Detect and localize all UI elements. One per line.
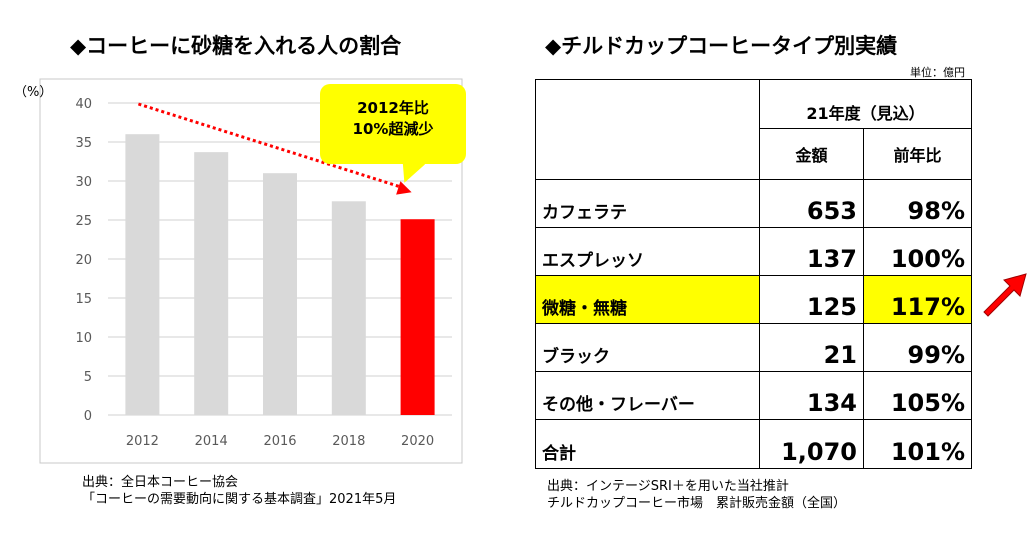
- sugar-ratio-chart: 0 5 10 15 20 25 30 35 40 2012 2014 2016 2018 2020 （%…: [14, 78, 463, 464]
- bar: [400, 219, 435, 415]
- annotation-text: 2012年比 10%超減少: [320, 98, 466, 140]
- bar: [194, 152, 229, 415]
- y-tick-label: 0: [84, 409, 92, 424]
- x-tick-label: 2016: [263, 434, 296, 449]
- trend-line: [137, 102, 403, 189]
- group-header-cell: 21年度（見込）: [759, 79, 972, 129]
- right-source-line-2: チルドカップコーヒー市場 累計販売金額（全国）: [547, 496, 847, 511]
- left-source-line-2: 「コーヒーの需要動向に関する基本調査」2021年5月: [82, 492, 397, 507]
- annotation-line-2: 10%超減少: [352, 120, 434, 138]
- bar: [125, 134, 160, 415]
- annotation-callout: [320, 84, 466, 164]
- y-tick-label: 15: [75, 292, 92, 307]
- row-yoy: 99%: [863, 323, 972, 372]
- row-amount: 137: [759, 227, 864, 276]
- row-yoy: 117%: [863, 275, 972, 324]
- header-empty-cell: [535, 79, 760, 180]
- y-tick-label: 35: [75, 136, 92, 151]
- table-unit-note: 単位：億円: [910, 66, 965, 79]
- col-yoy-header: 前年比: [863, 128, 972, 180]
- sales-table: 21年度（見込） 金額 前年比 カフェラテ 653 98% エスプレッソ 137…: [535, 79, 972, 469]
- table-header-row: 21年度（見込）: [535, 79, 972, 180]
- y-tick-label: 25: [75, 214, 92, 229]
- row-amount: 125: [759, 275, 864, 324]
- y-tick-label: 40: [75, 97, 92, 112]
- bar: [331, 201, 366, 415]
- row-label: カフェラテ: [535, 179, 760, 228]
- x-tick-label: 2020: [401, 434, 434, 449]
- left-source-line-1: 出典：全日本コーヒー協会: [82, 475, 239, 490]
- row-label: その他・フレーバー: [535, 371, 760, 420]
- x-tick-label: 2012: [126, 434, 159, 449]
- right-source-note: 出典：インテージSRI＋を用いた当社推計 チルドカップコーヒー市場 累計販売金額…: [547, 478, 846, 512]
- row-yoy: 98%: [863, 179, 972, 228]
- right-source-line-1: 出典：インテージSRI＋を用いた当社推計: [547, 479, 789, 494]
- row-label: エスプレッソ: [535, 227, 760, 276]
- annotation-line-1: 2012年比: [357, 99, 429, 117]
- y-tick-label: 30: [75, 175, 92, 190]
- y-tick-label: 20: [75, 253, 92, 268]
- row-label: ブラック: [535, 323, 760, 372]
- x-tick-label: 2014: [195, 434, 228, 449]
- table-total-row: 合計 1,070 101%: [535, 419, 972, 469]
- row-yoy: 100%: [863, 227, 972, 276]
- trend-arrowhead: [396, 181, 412, 195]
- row-label: 微糖・無糖: [535, 275, 760, 324]
- row-label: 合計: [535, 419, 760, 469]
- left-source-note: 出典：全日本コーヒー協会 「コーヒーの需要動向に関する基本調査」2021年5月: [82, 474, 396, 508]
- row-amount: 134: [759, 371, 864, 420]
- row-yoy: 101%: [863, 419, 972, 469]
- x-tick-label: 2018: [332, 434, 365, 449]
- table-row-highlighted: 微糖・無糖 125 117%: [535, 275, 972, 324]
- table-subheader-row: 金額 前年比: [536, 128, 972, 180]
- table-row: エスプレッソ 137 100%: [535, 227, 972, 276]
- row-amount: 21: [759, 323, 864, 372]
- table-row: その他・フレーバー 134 105%: [535, 371, 972, 420]
- row-amount: 1,070: [759, 419, 864, 469]
- table-row: ブラック 21 99%: [535, 323, 972, 372]
- bar: [263, 173, 297, 415]
- red-up-right-arrow-icon: [983, 273, 1027, 317]
- left-chart-title: ◆コーヒーに砂糖を入れる人の割合: [70, 34, 402, 58]
- right-table-title: ◆チルドカップコーヒータイプ別実績: [545, 34, 898, 58]
- row-yoy: 105%: [863, 371, 972, 420]
- y-tick-label: 5: [84, 370, 92, 385]
- y-tick-label: 10: [75, 331, 92, 346]
- row-amount: 653: [759, 179, 864, 228]
- y-axis-unit-label: （%）: [14, 85, 52, 100]
- col-amount-header: 金額: [759, 128, 864, 180]
- table-row: カフェラテ 653 98%: [535, 179, 972, 228]
